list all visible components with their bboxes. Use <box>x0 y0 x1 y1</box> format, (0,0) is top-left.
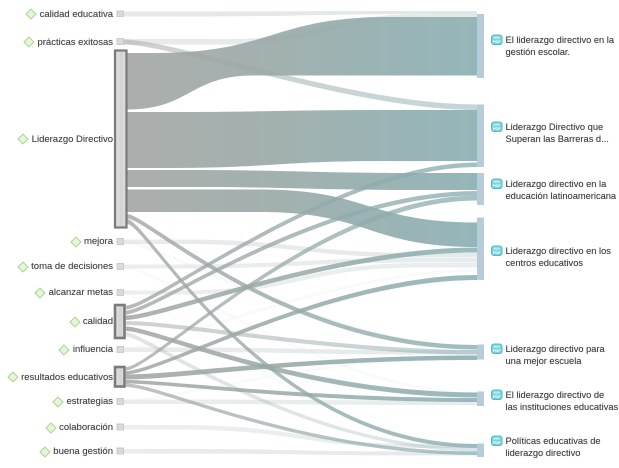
svg-text:PDF: PDF <box>493 440 502 445</box>
svg-text:PDF: PDF <box>493 126 502 131</box>
svg-text:PDF: PDF <box>493 394 502 399</box>
svg-text:PDF: PDF <box>493 39 502 44</box>
svg-text:PDF: PDF <box>493 183 502 188</box>
svg-text:PDF: PDF <box>493 250 502 255</box>
svg-text:PDF: PDF <box>493 348 502 353</box>
